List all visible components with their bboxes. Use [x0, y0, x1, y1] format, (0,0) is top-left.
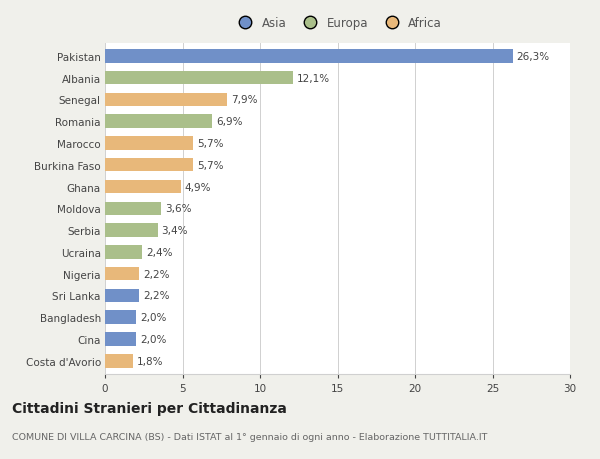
Bar — [105, 72, 293, 85]
Bar — [105, 224, 158, 237]
Bar — [105, 267, 139, 281]
Text: 2,2%: 2,2% — [143, 269, 169, 279]
Bar — [105, 354, 133, 368]
Bar — [105, 159, 193, 172]
Text: Cittadini Stranieri per Cittadinanza: Cittadini Stranieri per Cittadinanza — [12, 402, 287, 415]
Text: 5,7%: 5,7% — [197, 160, 224, 170]
Text: 2,0%: 2,0% — [140, 334, 166, 344]
Bar — [105, 93, 227, 107]
Bar — [105, 180, 181, 194]
Bar — [105, 311, 136, 325]
Text: 6,9%: 6,9% — [216, 117, 242, 127]
Text: 5,7%: 5,7% — [197, 139, 224, 149]
Bar — [105, 246, 142, 259]
Text: 2,4%: 2,4% — [146, 247, 173, 257]
Text: COMUNE DI VILLA CARCINA (BS) - Dati ISTAT al 1° gennaio di ogni anno - Elaborazi: COMUNE DI VILLA CARCINA (BS) - Dati ISTA… — [12, 432, 487, 442]
Bar — [105, 289, 139, 302]
Text: 26,3%: 26,3% — [517, 52, 550, 62]
Legend: Asia, Europa, Africa: Asia, Europa, Africa — [231, 15, 444, 33]
Bar — [105, 202, 161, 216]
Text: 1,8%: 1,8% — [137, 356, 163, 366]
Text: 3,6%: 3,6% — [164, 204, 191, 214]
Text: 2,0%: 2,0% — [140, 313, 166, 323]
Text: 2,2%: 2,2% — [143, 291, 169, 301]
Bar — [105, 115, 212, 129]
Bar — [105, 137, 193, 151]
Text: 7,9%: 7,9% — [232, 95, 258, 105]
Text: 3,4%: 3,4% — [161, 225, 188, 235]
Bar — [105, 50, 512, 63]
Text: 12,1%: 12,1% — [296, 73, 329, 84]
Bar — [105, 333, 136, 346]
Text: 4,9%: 4,9% — [185, 182, 211, 192]
